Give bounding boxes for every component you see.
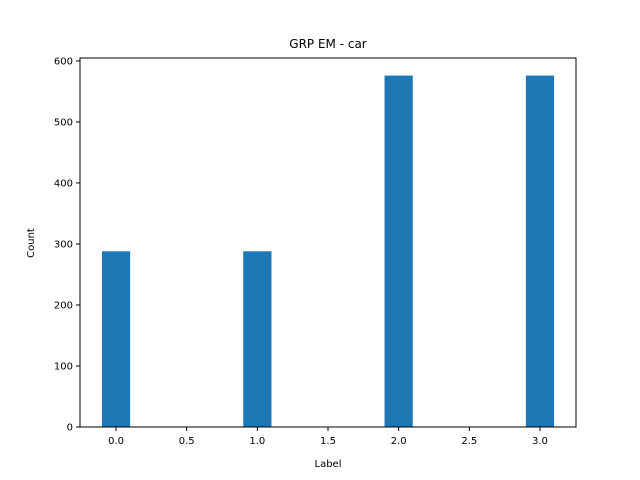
y-tick-label: 0 [67,423,73,434]
y-axis-label: Count [26,228,37,258]
bar-1 [243,251,272,427]
x-tick-label: 2.5 [461,436,477,447]
y-tick-label: 200 [54,300,73,311]
y-tick-label: 600 [54,56,73,67]
x-tick-label: 2.0 [391,436,407,447]
x-axis-ticks: 0.0 0.5 1.0 1.5 2.0 2.5 3.0 [108,427,548,447]
y-tick-label: 100 [54,361,73,372]
bar-3 [525,75,555,428]
x-tick-label: 3.0 [532,436,548,447]
y-tick-label: 400 [54,178,73,189]
x-tick-label: 0.0 [108,436,124,447]
y-axis-ticks: 0 100 200 300 400 500 600 [54,56,80,434]
bars-group [101,75,555,428]
axes-frame [79,57,577,428]
y-tick-label: 500 [54,117,73,128]
x-tick-label: 1.5 [320,436,336,447]
x-tick-label: 0.5 [179,436,195,447]
bar-0 [101,251,131,427]
y-tick-label: 300 [54,239,73,250]
x-tick-label: 1.0 [249,436,265,447]
chart-title: GRP EM - car [289,37,367,51]
x-axis-label: Label [315,459,342,470]
bar-2 [384,75,413,428]
